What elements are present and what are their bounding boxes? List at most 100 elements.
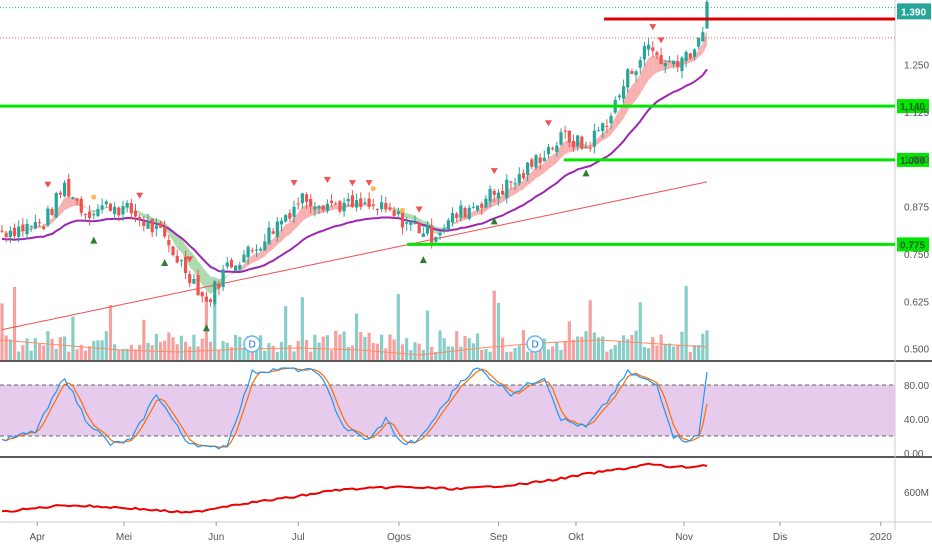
bearish-ribbon-segment bbox=[2, 231, 7, 234]
volume-bar bbox=[396, 294, 400, 360]
candle-body bbox=[526, 162, 530, 175]
volume-bar bbox=[271, 345, 275, 360]
volume-bar bbox=[46, 331, 50, 360]
bullish-ribbon-segment bbox=[556, 145, 561, 163]
bullish-ribbon-segment bbox=[281, 224, 286, 242]
volume-bar bbox=[475, 333, 480, 360]
candle-body bbox=[196, 275, 200, 296]
volume-bar bbox=[71, 316, 75, 360]
candle-body bbox=[42, 226, 46, 230]
volume-bar bbox=[463, 336, 467, 360]
volume-bar bbox=[692, 345, 697, 360]
candle-body bbox=[221, 269, 225, 288]
candle-body bbox=[37, 222, 42, 224]
candle-body bbox=[142, 221, 146, 226]
candle-body bbox=[179, 260, 183, 262]
bullish-ribbon-segment bbox=[698, 43, 703, 58]
obv-line bbox=[1, 462, 708, 514]
signal-dot bbox=[91, 194, 97, 200]
candle-body bbox=[79, 198, 83, 213]
support-price-tag bbox=[897, 99, 929, 114]
candle-body bbox=[563, 130, 567, 132]
candle-body bbox=[121, 206, 125, 215]
volume-bar bbox=[242, 347, 246, 360]
dividend-marker[interactable] bbox=[526, 335, 544, 353]
candle-body bbox=[329, 200, 334, 204]
volume-bar bbox=[672, 346, 676, 360]
candle-body bbox=[538, 157, 542, 164]
candle-body bbox=[571, 140, 576, 148]
candle-body bbox=[113, 206, 117, 214]
volume-bar bbox=[92, 341, 96, 360]
volume-bar bbox=[292, 351, 296, 360]
volume-bar bbox=[188, 346, 192, 360]
volume-bar bbox=[304, 339, 309, 360]
volume-bar bbox=[192, 334, 196, 360]
candle-body bbox=[450, 213, 455, 223]
candle-body bbox=[392, 210, 396, 216]
volume-bar bbox=[571, 339, 576, 360]
volume-bar bbox=[567, 321, 571, 360]
volume-bar bbox=[88, 346, 92, 360]
candle-body bbox=[46, 208, 50, 226]
candle-body bbox=[592, 130, 596, 147]
candle-body bbox=[421, 233, 425, 237]
support-price-label: 1.140 bbox=[900, 102, 925, 113]
volume-bar bbox=[334, 330, 338, 360]
candle-body bbox=[0, 230, 4, 232]
volume-bar bbox=[592, 332, 596, 360]
volume-bar bbox=[354, 313, 359, 360]
volume-bar bbox=[509, 351, 513, 360]
volume-bar bbox=[438, 330, 442, 360]
candle-body bbox=[338, 201, 342, 212]
candle-body bbox=[317, 206, 321, 209]
dividend-marker[interactable] bbox=[243, 335, 261, 353]
volume-bar bbox=[517, 345, 521, 360]
bullish-ribbon-segment bbox=[552, 151, 557, 167]
volume-bar bbox=[634, 330, 638, 360]
volume-bar bbox=[425, 310, 430, 360]
candle-body bbox=[697, 37, 701, 47]
current-price-tag bbox=[897, 3, 931, 20]
volume-bar bbox=[488, 351, 492, 360]
obv-axis-tick: 600M bbox=[904, 488, 929, 499]
volume-bar bbox=[555, 341, 559, 360]
candle-body bbox=[455, 213, 459, 219]
candle-body bbox=[584, 146, 588, 148]
bullish-ribbon-segment bbox=[560, 140, 566, 159]
bullish-ribbon-segment bbox=[239, 264, 244, 272]
volume-bar bbox=[342, 331, 346, 360]
candle-body bbox=[471, 206, 475, 208]
volume-bar bbox=[75, 349, 79, 360]
time-axis-label: Jul bbox=[292, 532, 305, 543]
volume-bar bbox=[505, 351, 509, 360]
volume-bar bbox=[359, 332, 363, 360]
volume-bar bbox=[12, 286, 17, 360]
bearish-ribbon-segment bbox=[139, 211, 144, 219]
volume-bar bbox=[79, 344, 83, 360]
volume-bar bbox=[183, 341, 188, 360]
volume-bar bbox=[29, 350, 33, 360]
volume-bar bbox=[405, 338, 409, 360]
candle-body bbox=[567, 130, 571, 143]
volume-bar bbox=[471, 343, 475, 360]
candle-body bbox=[313, 207, 317, 210]
candle-body bbox=[171, 246, 175, 256]
volume-bar bbox=[62, 336, 67, 360]
price-axis-tick: 1.000 bbox=[904, 155, 929, 166]
volume-bar bbox=[300, 297, 304, 360]
bullish-ribbon-segment bbox=[306, 204, 311, 219]
candle-body bbox=[500, 190, 505, 195]
dividend-marker-label: D bbox=[249, 340, 256, 351]
candle-body bbox=[309, 199, 313, 207]
bearish-ribbon-segment bbox=[381, 205, 386, 207]
bearish-ribbon-segment bbox=[143, 213, 149, 220]
bullish-ribbon-segment bbox=[481, 205, 486, 214]
bullish-ribbon-segment bbox=[565, 140, 570, 155]
candle-body bbox=[146, 221, 150, 229]
volume-bar bbox=[163, 340, 167, 360]
candle-body bbox=[555, 145, 559, 152]
candle-body bbox=[25, 223, 29, 235]
candle-body bbox=[596, 130, 601, 132]
